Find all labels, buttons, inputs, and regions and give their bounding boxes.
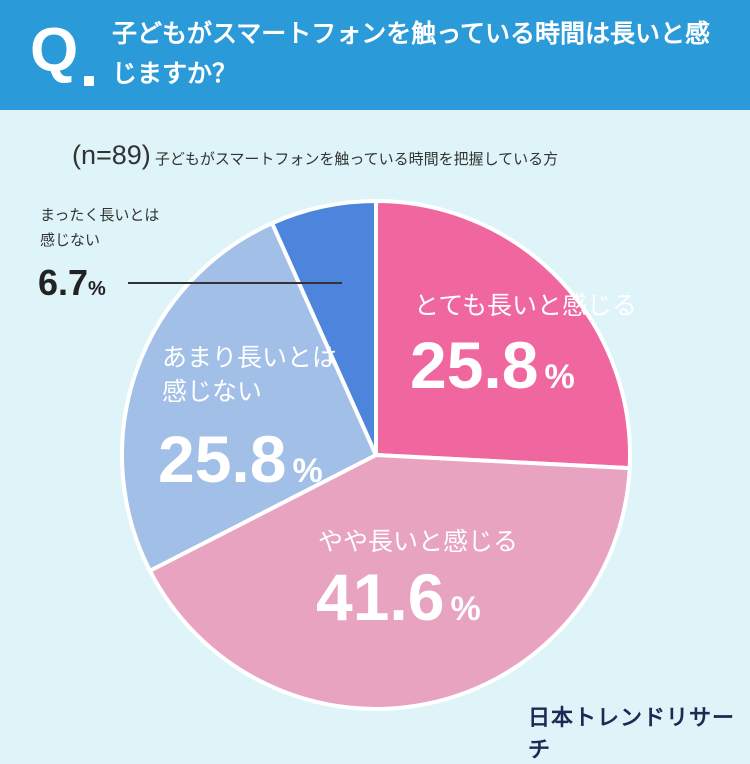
slice-label-not-long-line-1: まったく長いとは <box>40 206 160 224</box>
slice-value-very-long: 25.8% <box>410 328 575 402</box>
slice-value-not-long-unit: % <box>88 278 106 300</box>
question-header: Q 子どもがスマートフォンを触っている時間は長いと感じますか？ <box>0 0 750 110</box>
slice-label-not-long-line-2: 感じない <box>40 231 101 249</box>
pie-slice-not-long <box>270 199 378 457</box>
slice-label-not-very-long-line-1: あまり長いとは <box>162 343 337 372</box>
question-title: 子どもがスマートフォンを触っている時間は長いと感じますか？ <box>112 19 711 88</box>
pie-slice-somewhat-long <box>147 453 632 711</box>
slice-label-somewhat-long-line-1: やや長いと感じる <box>318 527 518 556</box>
sample-info: (n=89) 子どもがスマートフォンを触っている時間を把握している方 <box>72 140 558 171</box>
slice-label-very-long-line-1: とても長いと感じる <box>414 291 637 320</box>
slice-label-not-long: まったく長いとは 感じない <box>40 203 240 253</box>
slice-label-somewhat-long: やや長いと感じる 41.6% <box>316 527 518 634</box>
slice-label-not-very-long-line-2: 感じない <box>162 377 262 406</box>
slice-value-not-long-number: 6.7 <box>38 262 89 303</box>
pie-slice-not-very-long <box>120 221 378 573</box>
slice-label-very-long: とても長いと感じる 25.8% <box>410 291 637 402</box>
pie-slice-very-long <box>374 199 632 471</box>
brand-logo: 日本トレンドリサーチ <box>528 706 736 763</box>
sample-size: (n=89) <box>72 140 151 170</box>
slice-value-not-very-long: 25.8% <box>158 422 323 496</box>
slice-value-not-long: 6.7% <box>38 262 106 304</box>
slice-value-somewhat-long: 41.6% <box>316 560 481 634</box>
sample-description: 子どもがスマートフォンを触っている時間を把握している方 <box>154 150 559 168</box>
q-dot <box>84 76 94 86</box>
q-mark: Q <box>30 16 79 85</box>
